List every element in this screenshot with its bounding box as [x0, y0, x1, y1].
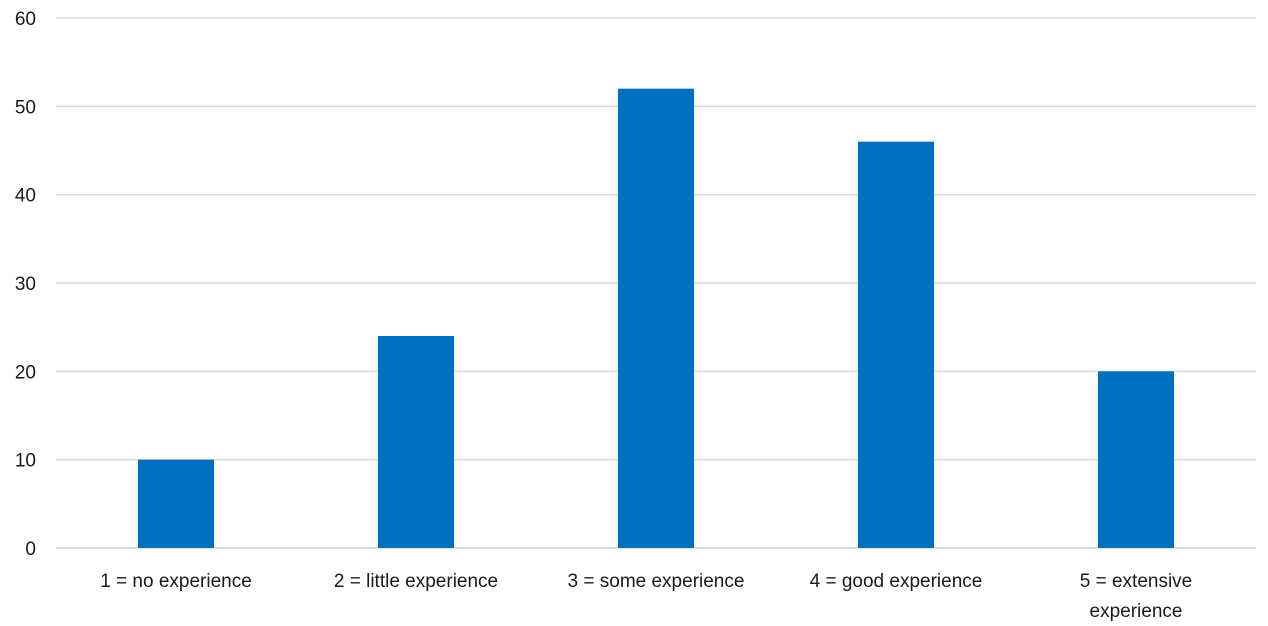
bars [138, 88, 1174, 549]
x-category-label: 4 = good experience [810, 571, 983, 592]
x-category-label-line: 5 = extensive [1080, 571, 1193, 592]
x-category-label-line: 4 = good experience [810, 571, 983, 592]
x-category-label-line: 2 = little experience [334, 571, 498, 592]
y-tick-label: 50 [15, 97, 36, 118]
bar [138, 459, 214, 548]
y-tick-label: 10 [15, 451, 36, 472]
y-tick-label: 30 [15, 274, 36, 295]
bar [1098, 371, 1174, 548]
bar [858, 141, 934, 548]
x-category-label-line: 3 = some experience [568, 571, 745, 592]
y-tick-label: 20 [15, 362, 36, 383]
x-category-label: 1 = no experience [100, 571, 252, 592]
y-axis-tick-labels: 0 10 20 30 40 50 60 [15, 9, 36, 560]
bar [378, 336, 454, 548]
x-category-label: 2 = little experience [334, 571, 498, 592]
x-category-label: 5 = extensive experience [1080, 571, 1193, 622]
x-category-label-line: 1 = no experience [100, 571, 252, 592]
y-tick-label: 60 [15, 9, 36, 30]
x-category-label: 3 = some experience [568, 571, 745, 592]
y-tick-label: 0 [25, 539, 36, 560]
y-tick-label: 40 [15, 186, 36, 207]
bar [618, 88, 694, 549]
x-axis-category-labels: 1 = no experience 2 = little experience 3 … [100, 571, 1192, 622]
x-category-label-line: experience [1090, 601, 1183, 622]
